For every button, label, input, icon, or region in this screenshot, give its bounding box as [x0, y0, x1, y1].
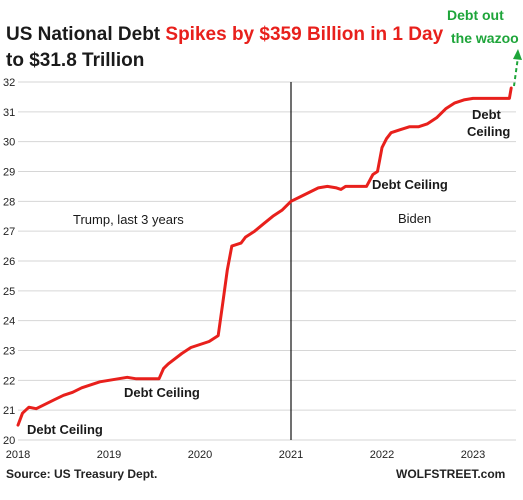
- y-tick-label: 21: [3, 405, 15, 417]
- annotation-debt-ceiling-2019: Debt Ceiling: [124, 385, 200, 400]
- x-tick-label: 2020: [188, 449, 212, 461]
- annotation-biden: Biden: [398, 211, 431, 226]
- annotation-debt-ceiling-2023-line2: Ceiling: [467, 124, 510, 139]
- x-tick-label: 2023: [461, 449, 485, 461]
- wazoo-label-line1: Debt out: [447, 7, 504, 23]
- y-tick-label: 28: [3, 196, 15, 208]
- x-tick-label: 2018: [6, 449, 30, 461]
- annotation-trump: Trump, last 3 years: [73, 212, 184, 227]
- wazoo-arrow-icon: [513, 49, 522, 87]
- y-tick-label: 27: [3, 226, 15, 238]
- chart-title-part1: US National Debt: [6, 24, 165, 45]
- y-tick-label: 26: [3, 256, 15, 268]
- y-tick-label: 25: [3, 286, 15, 298]
- y-tick-label: 22: [3, 375, 15, 387]
- x-tick-label: 2021: [279, 449, 303, 461]
- brand-label: WOLFSTREET.com: [396, 467, 505, 481]
- annotation-debt-ceiling-2018: Debt Ceiling: [27, 422, 103, 437]
- chart-title-line2: to $31.8 Trillion: [6, 50, 144, 71]
- source-note: Source: US Treasury Dept.: [6, 467, 157, 481]
- y-tick-label: 30: [3, 137, 15, 149]
- y-tick-label: 24: [3, 316, 15, 328]
- x-tick-label: 2022: [370, 449, 394, 461]
- grid-layer: [18, 81, 516, 441]
- y-tick-label: 23: [3, 346, 15, 358]
- y-tick-label: 32: [3, 77, 15, 89]
- y-tick-label: 20: [3, 435, 15, 447]
- wazoo-label-line2: the wazoo: [451, 30, 519, 46]
- series-line-debt: [16, 86, 513, 427]
- chart-title: US National Debt Spikes by $359 Billion …: [6, 24, 444, 45]
- chart-title-part2: Spikes by $359 Billion in 1 Day: [165, 24, 443, 45]
- y-tick-label: 31: [3, 107, 15, 119]
- annotation-debt-ceiling-2021: Debt Ceiling: [372, 177, 448, 192]
- y-tick-label: 29: [3, 167, 15, 179]
- x-tick-label: 2019: [97, 449, 121, 461]
- annotation-debt-ceiling-2023-line1: Debt: [472, 107, 502, 122]
